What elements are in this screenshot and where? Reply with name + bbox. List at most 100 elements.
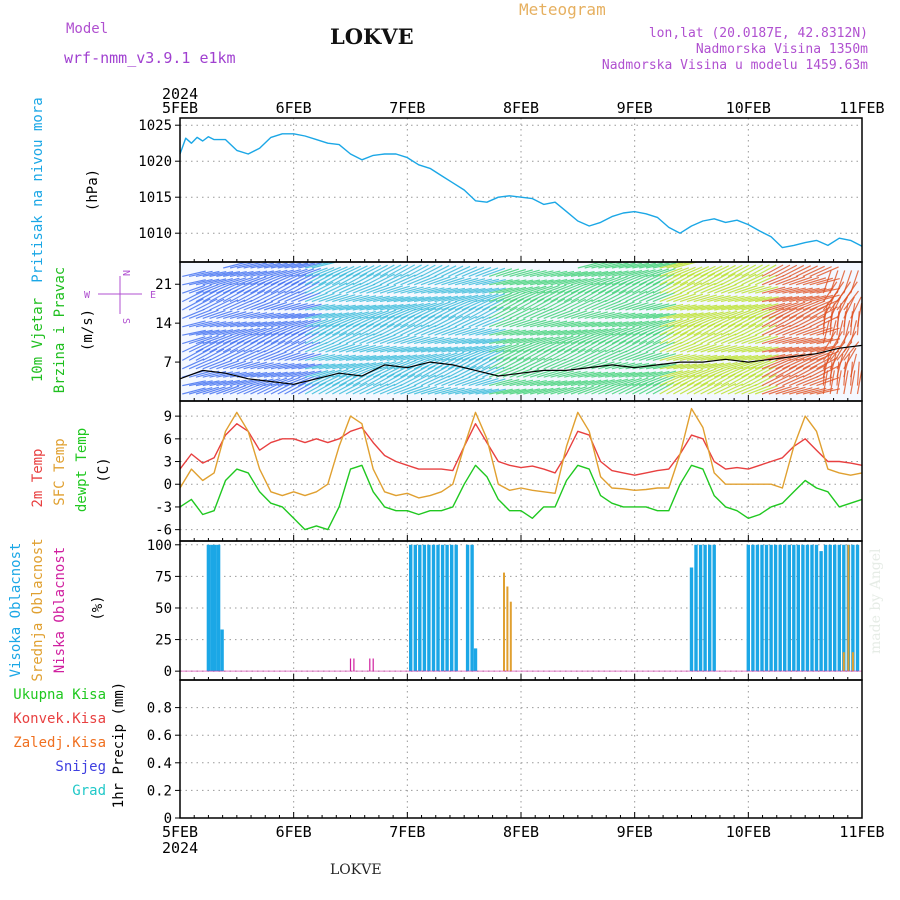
wind-arrow [304,261,329,269]
wind-arrow [236,349,259,361]
wind-arrow [304,281,327,294]
wind-arrow [707,362,731,370]
wind-arrow [393,359,417,370]
wind-arrow [488,367,512,378]
wind-arrow [570,340,593,353]
wind-arrow [673,312,697,319]
wind-arrow [536,270,561,277]
temp-2m-line [179,423,863,476]
wind-arrow [543,358,566,370]
wind-arrow [277,325,301,336]
wind-arrow [250,327,274,336]
wind-arrow [277,352,301,361]
wind-arrow [325,272,347,286]
wind-arrow [604,321,629,328]
cloud-bar [413,544,417,672]
wind-arrow [318,382,341,395]
cloud-bar [823,544,828,672]
wind-arrow [257,270,281,277]
wind-arrow [270,362,295,370]
wind-arrow [182,387,206,395]
wind-arrow [693,304,718,311]
wind-arrow [407,365,429,378]
wind-speed-line [179,344,863,385]
wind-arrow [379,334,403,345]
cloud-bar [746,544,750,672]
wind-arrow [359,295,384,303]
wind-arrow [345,323,368,336]
wind-arrow [338,265,362,277]
wind-arrow [802,295,827,303]
wind-arrow [454,351,478,361]
panel-frame [179,400,863,542]
elevation: Nadmorska Visina 1350m [695,42,868,57]
wind-arrow [495,292,519,303]
wind-arrow [366,273,389,286]
wind-arrow [850,370,856,395]
wind-arrow [795,337,820,345]
wind-arrow [345,344,370,353]
wind-arrow [720,345,745,353]
date-tick-top: 11FEB [839,99,884,117]
wind-arrow [727,323,750,336]
wind-arrow [229,379,254,387]
wind-arrow [243,361,267,370]
wind-arrow [386,303,411,311]
wind-arrow [284,262,309,269]
wind-arrow [216,334,239,345]
wind-arrow [761,324,784,336]
wind-arrow [591,282,614,294]
wind-arrow [822,311,826,336]
wind-arrow [645,352,670,361]
wind-arrow [318,304,343,311]
wind-arrow [618,301,642,311]
wind-arrow [809,266,832,277]
direction-label-south: S [120,318,131,324]
wind-arrow [236,311,261,319]
wind-arrow [775,307,798,319]
wind-arrow [570,289,593,303]
wind-arrow [679,282,702,294]
wind-arrow [523,379,547,387]
wind-arrow [277,371,302,378]
wind-arrow [359,355,384,361]
wind-arrow [257,326,281,336]
wind-arrow [734,366,757,378]
wind-arrow [638,331,661,345]
wind-arrow [591,276,615,286]
wind-arrow [570,299,593,311]
wind-arrow [373,309,397,319]
wind-arrow [570,348,593,361]
wind-arrow [611,275,635,286]
wind-arrow [400,314,422,328]
wind-arrow [263,312,288,319]
wind-arrow [632,290,655,303]
y-tick-label: 0.2 [147,783,172,799]
wind-arrow [216,348,239,361]
wind-arrow [611,332,634,345]
wind-arrow [379,345,404,353]
wind-arrow [632,262,657,269]
wind-arrow [666,318,690,328]
wind-arrow [468,377,492,387]
wind-arrow [454,315,477,328]
wind-arrow [748,303,772,311]
wind-arrow [461,278,486,286]
wind-arrow [577,277,602,286]
wind-arrow [454,357,477,370]
wind-arrow [789,375,812,387]
wind-arrow [461,345,486,353]
wind-arrow [570,385,594,395]
wind-arrow [195,270,220,277]
wind-arrow [652,262,677,269]
wind-arrow [434,352,458,361]
wind-arrow [809,365,832,378]
wind-arrow [372,323,395,336]
wind-arrow [461,350,485,361]
wind-arrow [563,359,587,370]
wind-arrow [291,341,314,353]
wind-arrow [795,375,819,387]
cloud-bar [764,544,769,672]
wind-arrow [727,383,751,395]
cloud-bar [708,544,712,672]
